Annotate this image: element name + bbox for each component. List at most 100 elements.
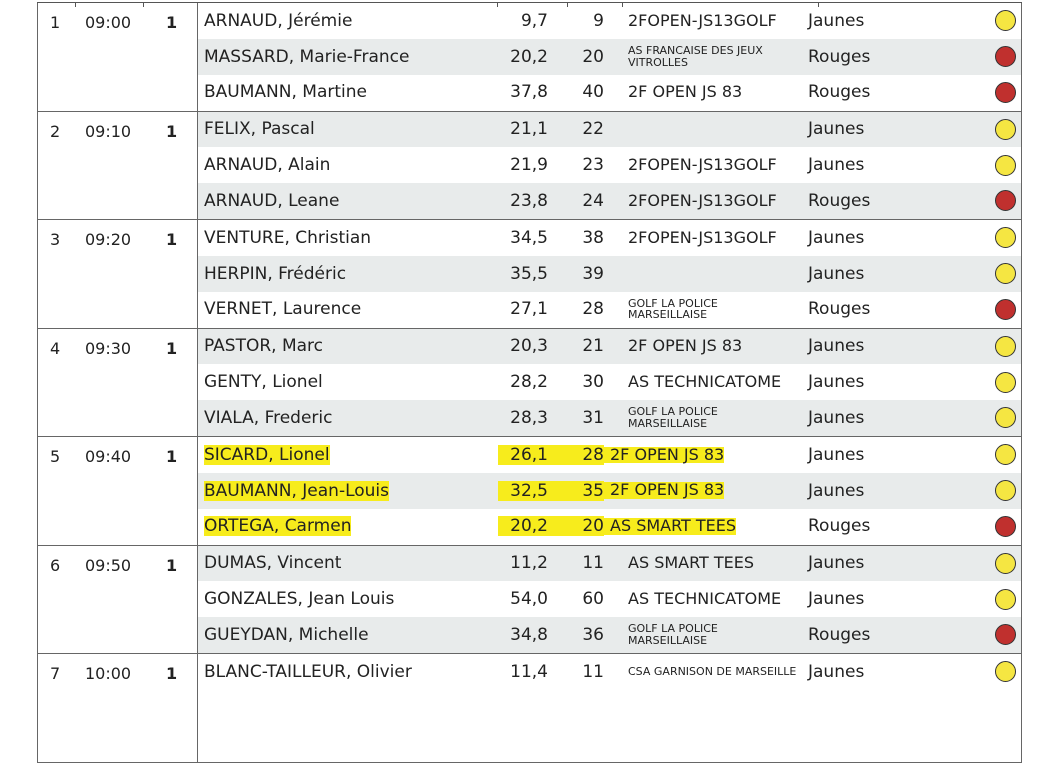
start-time: 09:00 <box>85 13 132 32</box>
playing-handicap: 39 <box>582 263 604 284</box>
player-row: GUEYDAN, Michelle 34,8 36 GOLF LA POLICE… <box>198 617 1021 653</box>
group-info: 4 09:30 1 <box>38 328 198 436</box>
playing-handicap: 20 <box>582 46 604 67</box>
player-row: VIALA, Frederic 28,3 31 GOLF LA POLICE M… <box>198 400 1021 436</box>
handicap-index: 32,5 <box>498 480 548 501</box>
tee-color-label: Rouges <box>808 46 871 67</box>
club-name: 2FOPEN-JS13GOLF <box>628 190 777 210</box>
player-row: VENTURE, Christian 34,5 38 2FOPEN-JS13GO… <box>198 220 1021 256</box>
handicap-index: 34,8 <box>510 624 548 645</box>
column-divider <box>143 3 144 7</box>
tee-group: 4 09:30 1 PASTOR, Marc 20,3 21 2F OPEN JS… <box>37 328 1022 437</box>
player-row: FELIX, Pascal 21,1 22 Jaunes <box>198 111 1021 148</box>
start-tee: 1 <box>166 121 178 141</box>
player-name: VIALA, Frederic <box>204 407 333 428</box>
club-name: AS SMART TEES <box>628 553 755 572</box>
tee-color-label: Jaunes <box>808 407 865 428</box>
red-tee-marker-icon <box>995 81 1016 103</box>
red-tee-marker-icon <box>995 190 1016 212</box>
player-name: ARNAUD, Leane <box>204 190 340 211</box>
handicap-index: 20,3 <box>510 336 548 357</box>
handicap-index: 20,2 <box>510 46 548 67</box>
player-name: BAUMANN, Martine <box>204 82 367 103</box>
playing-handicap: 11 <box>582 553 604 574</box>
player-name: PASTOR, Marc <box>204 336 324 357</box>
club-name: AS FRANCAISE DES JEUX VITROLLES <box>628 44 763 69</box>
start-time: 09:50 <box>85 555 132 575</box>
player-name: BLANC-TAILLEUR, Olivier <box>204 661 412 682</box>
club-name: AS TECHNICATOME <box>628 371 782 391</box>
yellow-tee-marker-icon <box>995 444 1016 466</box>
playing-handicap: 28 <box>548 444 604 465</box>
player-row: SICARD, Lionel 26,1 28 2F OPEN JS 83 Jau… <box>198 437 1021 473</box>
tee-group: 5 09:40 1 SICARD, Lionel 26,1 28 2F OPEN … <box>37 437 1022 546</box>
yellow-tee-marker-icon <box>995 661 1016 683</box>
player-name: VENTURE, Christian <box>204 227 372 248</box>
handicap-index: 34,5 <box>510 227 548 248</box>
handicap-index: 28,2 <box>510 372 548 393</box>
tee-color-label: Rouges <box>808 82 871 103</box>
handicap-index: 21,9 <box>510 155 548 176</box>
start-time: 09:20 <box>85 230 132 249</box>
tee-group: 1 09:00 1 ARNAUD, Jérémie 9,7 9 2FOPEN-JS… <box>37 3 1022 112</box>
handicap-index: 54,0 <box>510 589 548 610</box>
tee-color-label: Jaunes <box>808 589 865 610</box>
red-tee-marker-icon <box>995 298 1016 320</box>
club-name: 2F OPEN JS 83 <box>604 481 800 500</box>
tee-color-label: Jaunes <box>808 480 865 501</box>
club-name: GOLF LA POLICE MARSEILLAISE <box>628 622 718 647</box>
playing-handicap: 11 <box>582 661 604 682</box>
tee-color-label: Jaunes <box>808 444 865 465</box>
player-name: SICARD, Lionel <box>204 444 330 465</box>
playing-handicap: 38 <box>582 227 604 248</box>
start-time: 10:00 <box>85 664 132 683</box>
player-row: PASTOR, Marc 20,3 21 2F OPEN JS 83 Jaune… <box>198 328 1021 365</box>
handicap-index: 20,2 <box>498 516 548 537</box>
player-row: VERNET, Laurence 27,1 28 GOLF LA POLICE … <box>198 292 1021 328</box>
group-number: 1 <box>50 13 61 32</box>
red-tee-marker-icon <box>995 46 1016 68</box>
start-tee: 1 <box>166 13 178 32</box>
column-divider <box>622 3 623 7</box>
yellow-tee-marker-icon <box>995 588 1016 610</box>
player-row: DUMAS, Vincent 11,2 11 AS SMART TEES Jau… <box>198 545 1021 582</box>
tee-group: 7 10:00 1 BLANC-TAILLEUR, Olivier 11,4 11… <box>37 654 1022 763</box>
playing-handicap: 28 <box>582 299 604 320</box>
yellow-tee-marker-icon <box>995 335 1016 357</box>
start-tee: 1 <box>166 230 178 249</box>
yellow-tee-marker-icon <box>995 154 1016 176</box>
club-name: 2FOPEN-JS13GOLF <box>628 227 777 247</box>
tee-color-label: Jaunes <box>808 263 865 284</box>
start-tee: 1 <box>166 555 178 575</box>
club-name: AS SMART TEES <box>604 517 800 535</box>
club-name: 2FOPEN-JS13GOLF <box>628 154 777 174</box>
tee-color-label: Jaunes <box>808 336 865 357</box>
group-number: 6 <box>50 555 61 575</box>
player-name: HERPIN, Frédéric <box>204 263 347 284</box>
yellow-tee-marker-icon <box>995 118 1016 140</box>
player-name: BAUMANN, Jean-Louis <box>204 480 389 501</box>
group-info: 1 09:00 1 <box>38 3 198 111</box>
player-name: DUMAS, Vincent <box>204 553 342 574</box>
playing-handicap: 22 <box>582 119 604 140</box>
player-row: ARNAUD, Leane 23,8 24 2FOPEN-JS13GOLF Ro… <box>198 183 1021 219</box>
playing-handicap: 60 <box>582 589 604 610</box>
tee-color-label: Jaunes <box>808 119 865 140</box>
club-name: 2F OPEN JS 83 <box>628 82 743 102</box>
yellow-tee-marker-icon <box>995 552 1016 574</box>
tee-color-label: Jaunes <box>808 10 865 31</box>
yellow-tee-marker-icon <box>995 371 1016 393</box>
playing-handicap: 30 <box>582 372 604 393</box>
tee-color-label: Rouges <box>808 624 871 645</box>
player-name: ARNAUD, Alain <box>204 155 331 176</box>
playing-handicap: 40 <box>582 82 604 103</box>
club-name: GOLF LA POLICE MARSEILLAISE <box>628 405 718 430</box>
tee-color-label: Jaunes <box>808 553 865 574</box>
player-name: VERNET, Laurence <box>204 299 362 320</box>
start-time: 09:40 <box>85 447 132 466</box>
handicap-index: 26,1 <box>498 444 548 465</box>
handicap-index: 11,4 <box>510 661 548 682</box>
playing-handicap: 31 <box>582 407 604 428</box>
group-number: 2 <box>50 121 61 141</box>
club-name: CSA GARNISON DE MARSEILLE <box>628 665 797 679</box>
